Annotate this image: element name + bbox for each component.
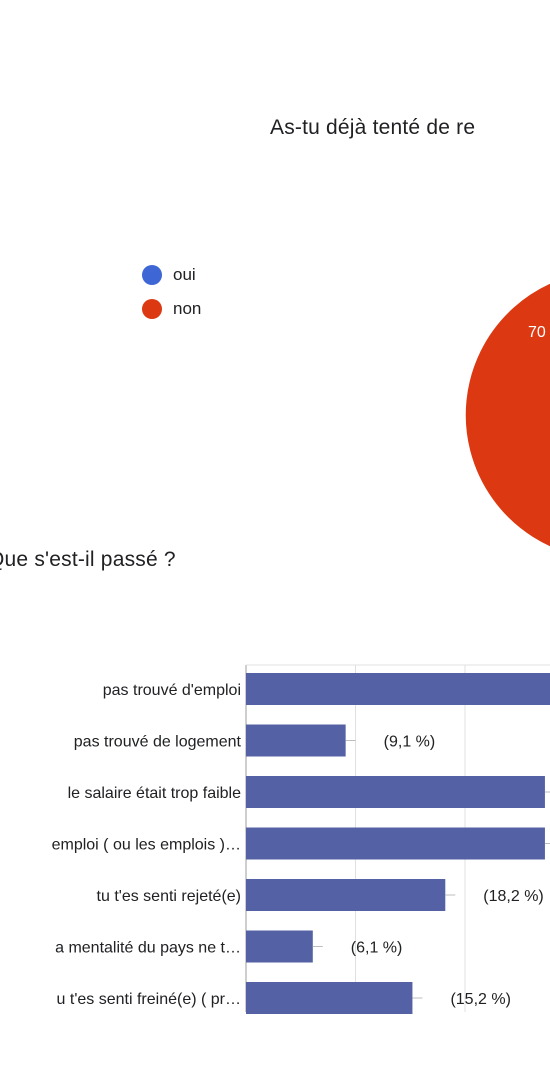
- bar-category-label: le salaire était trop faible: [68, 785, 242, 802]
- bar-category-label: u t'es senti freiné(e) ( pr…: [57, 991, 241, 1008]
- bar-chart: pas trouvé d'emploi pas trouvé de logemen…: [52, 664, 550, 1014]
- bar[interactable]: [246, 776, 545, 808]
- pie-chart-title: As-tu déjà tenté de re: [270, 116, 476, 139]
- bar-value-label: (9,1 %): [384, 734, 436, 751]
- bar-category-label: a mentalité du pays ne t…: [55, 940, 241, 957]
- bar[interactable]: [246, 930, 313, 963]
- bar-value-label: (15,2 %): [450, 991, 510, 1008]
- bar-category-label: emploi ( ou les emplois )…: [52, 837, 241, 854]
- bar[interactable]: [246, 724, 346, 757]
- legend-label-non: non: [173, 299, 202, 318]
- pie-chart: 70: [464, 270, 550, 560]
- bar-category-label: pas trouvé de logement: [74, 734, 242, 751]
- bar-category-label: tu t'es senti rejeté(e): [97, 888, 241, 905]
- bar-value-label: (6,1 %): [351, 940, 403, 957]
- legend-swatch-oui: [142, 265, 162, 285]
- bar[interactable]: [246, 879, 446, 911]
- bar[interactable]: [246, 673, 550, 705]
- bar[interactable]: [246, 827, 545, 860]
- bar-chart-title: Que s'est-il passé ?: [0, 548, 176, 571]
- pie-slice-non[interactable]: [464, 270, 550, 560]
- pie-slice-label-non: 70: [528, 324, 546, 341]
- bar-value-label: (18,2 %): [483, 888, 543, 905]
- pie-legend: oui non: [142, 258, 201, 326]
- legend-item-oui[interactable]: oui: [142, 258, 201, 292]
- legend-label-oui: oui: [173, 265, 196, 284]
- bar-category-label: pas trouvé d'emploi: [103, 682, 241, 699]
- legend-swatch-non: [142, 299, 162, 319]
- legend-item-non[interactable]: non: [142, 292, 201, 326]
- bar[interactable]: [246, 982, 413, 1014]
